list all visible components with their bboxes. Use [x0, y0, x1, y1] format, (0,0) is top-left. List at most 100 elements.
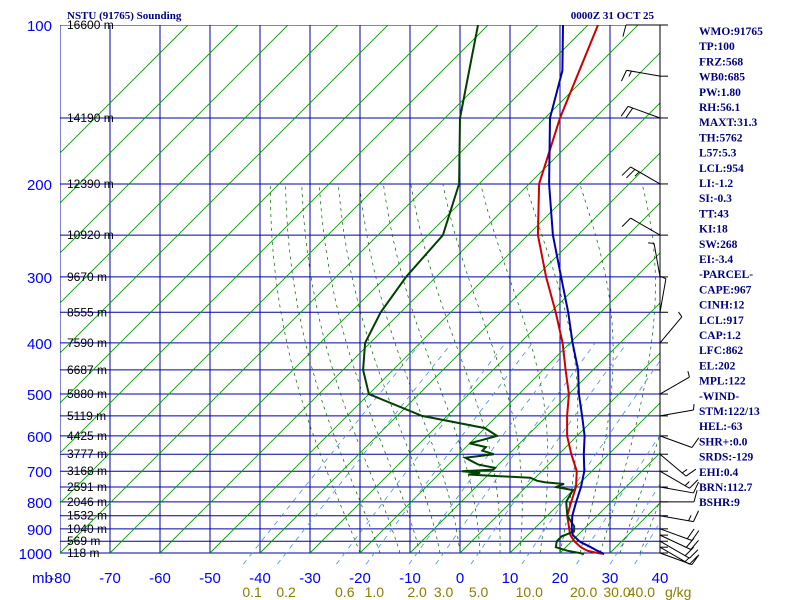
- moist-adiabat: [359, 183, 461, 554]
- height-label: 6687 m: [67, 363, 107, 377]
- stability-index: TP:100: [699, 41, 735, 53]
- isotherm: [159, 52, 660, 554]
- wind-barb: [659, 534, 699, 550]
- mixing-ratio-line: [435, 342, 596, 565]
- mixing-ratio-line: [335, 342, 506, 565]
- wind-barb: [622, 24, 668, 37]
- temperature-tick: -80: [49, 570, 71, 587]
- wind-barb-flag: [693, 510, 700, 522]
- wind-barb: [660, 490, 698, 503]
- wind-barb-flag: [620, 70, 627, 82]
- wind-barb-half-flag: [634, 171, 640, 177]
- stability-index: SRDS:-129: [699, 452, 754, 464]
- temperature-tick: 20: [552, 570, 569, 587]
- isotherm: [409, 302, 660, 554]
- wind-barb: [621, 166, 668, 185]
- stability-index: LFC:862: [699, 345, 743, 357]
- wind-barb-shaft: [659, 528, 693, 541]
- dewpoint-profile: [362, 25, 585, 555]
- pressure-tick-300: 300: [27, 270, 52, 287]
- wind-barb: [659, 311, 683, 344]
- wind-barb-shaft: [659, 316, 683, 344]
- height-label: 9670 m: [67, 270, 107, 284]
- wind-barb-flag: [686, 528, 695, 540]
- wind-barb-flag: [689, 549, 699, 559]
- stability-index: PW:1.80: [699, 87, 741, 99]
- stability-index: MPL:122: [699, 376, 746, 388]
- wind-barb-flag: [690, 539, 699, 550]
- wind-barb: [659, 403, 695, 417]
- wind-barb-shaft: [659, 453, 687, 477]
- stability-index: SHR+:0.0: [699, 436, 748, 448]
- temperature-tick: -30: [299, 570, 321, 587]
- wind-barb-shaft: [653, 243, 661, 278]
- wind-barb-half-flag: [681, 469, 688, 474]
- isotherm: [259, 152, 660, 554]
- wind-barb-flag: [622, 24, 627, 37]
- wind-barb: [659, 540, 699, 559]
- valid-time: 0000Z 31 OCT 25: [571, 10, 655, 22]
- isotherm: [109, 25, 639, 554]
- wind-barb-shaft: [659, 470, 690, 489]
- pressure-tick-100: 100: [27, 18, 52, 35]
- stability-index: SI:-0.3: [699, 193, 732, 205]
- mixing-ratio-line: [408, 342, 572, 565]
- stability-index: L57:5.3: [699, 148, 737, 160]
- height-label: 8555 m: [67, 305, 107, 319]
- temperature-tick: 30: [602, 570, 619, 587]
- mixing-ratio-tick: 20.0: [570, 584, 597, 600]
- mixing-ratio-unit: g/kg: [665, 584, 691, 600]
- stability-index: BRN:112.7: [699, 482, 753, 494]
- wind-barb-shaft: [627, 105, 661, 119]
- stability-index: CINH:12: [699, 300, 745, 312]
- stability-index: MAXT:31.3: [699, 117, 757, 129]
- height-label: 2591 m: [67, 480, 107, 494]
- isotherm: [60, 25, 189, 154]
- plot-grid: [60, 25, 660, 554]
- mixing-ratio-tick: 0.6: [335, 584, 355, 600]
- isotherm: [559, 452, 660, 554]
- mixing-ratio-tick: 1.0: [365, 584, 385, 600]
- isotherm: [60, 25, 589, 554]
- temperature-tick: -40: [249, 570, 271, 587]
- height-label: 4425 m: [67, 429, 107, 443]
- stability-index: RH:56.1: [699, 102, 740, 114]
- temperature-profile: [536, 25, 605, 555]
- stability-index: WB0:685: [699, 72, 745, 84]
- wind-barb-flag: [626, 169, 636, 179]
- moist-adiabat: [579, 183, 614, 554]
- wind-barb-half-flag: [678, 311, 683, 318]
- isotherms: [60, 25, 660, 554]
- isotherm: [359, 252, 660, 554]
- temperature-tick: -10: [399, 570, 421, 587]
- moist-adiabat: [410, 183, 501, 553]
- stability-index: EL:202: [699, 360, 736, 372]
- wind-barb-shaft: [659, 534, 692, 550]
- isotherm: [60, 25, 439, 404]
- wind-barb: [648, 242, 668, 278]
- wind-barb-shaft: [659, 409, 694, 417]
- mixing-ratio-tick: 30.0: [603, 584, 630, 600]
- wind-barb-shaft: [659, 540, 690, 559]
- moist-adiabat: [318, 183, 421, 554]
- mixing-ratio-tick: 2.0: [407, 584, 427, 600]
- wind-barb-half-flag: [687, 371, 690, 378]
- mixing-ratio-line: [576, 434, 660, 565]
- wind-barb-flag: [691, 437, 700, 448]
- stability-index: BSHR:9: [699, 497, 740, 509]
- height-label: 1040 m: [67, 522, 107, 536]
- pressure-tick-800: 800: [27, 495, 52, 512]
- pressure-tick-200: 200: [27, 177, 52, 194]
- moist-adiabat: [599, 183, 656, 554]
- wind-barb-flag: [693, 490, 698, 502]
- temperature-tick: -20: [349, 570, 371, 587]
- stability-index: LCL:954: [699, 163, 744, 175]
- mixing-ratio-line: [521, 360, 660, 565]
- wind-barb-shaft: [659, 435, 693, 448]
- mixing-ratio-axis: 0.1 0.2 0.6 1.0 2.0 3.0 5.0 10.0 20.0 30.040.0: [242, 584, 655, 600]
- wind-barb-flag: [684, 546, 694, 557]
- station-title: NSTU (91765) Sounding: [67, 10, 182, 22]
- isotherm: [60, 25, 339, 304]
- wind-barb: [621, 217, 668, 236]
